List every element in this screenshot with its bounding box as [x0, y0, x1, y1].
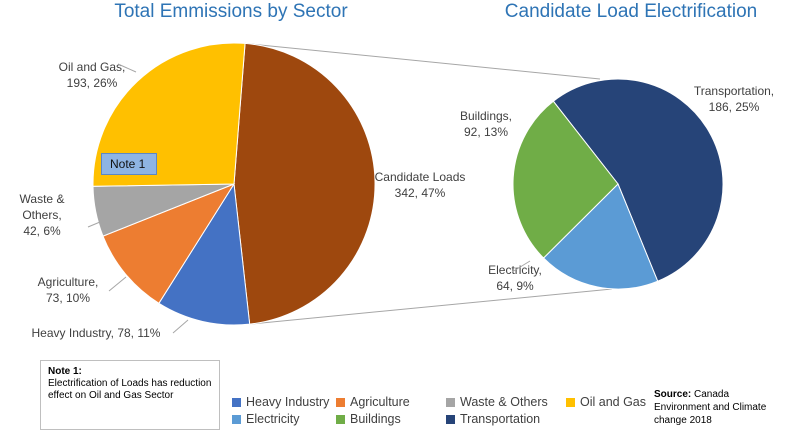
legend-label: Waste & Others	[460, 395, 548, 409]
note-title: Note 1:	[48, 366, 82, 377]
label-leader-line	[117, 63, 137, 73]
pie-connector-lines	[245, 42, 613, 325]
total-emissions-label-line: Waste &	[20, 192, 65, 206]
candidate-load-slice-buildings	[512, 100, 619, 259]
legend-item-agriculture: Agriculture	[336, 395, 446, 409]
legend-swatch	[566, 397, 575, 407]
total-emissions-label-waste-and-others: Waste & Others, 42, 6%	[20, 192, 65, 238]
total-emissions-label-line: Heavy Industry, 78, 11%	[32, 326, 161, 340]
total-emissions-label-oil-and-gas: Oil and Gas, 193, 26%	[59, 60, 126, 90]
legend-swatch	[446, 414, 455, 424]
pie-total-emissions-labels: Candidate Loads 342, 47% Heavy Industry, 7…	[20, 60, 466, 340]
total-emissions-label-line: 42, 6%	[23, 224, 61, 238]
total-emissions-label-heavy-industry: Heavy Industry, 78, 11%	[32, 326, 161, 340]
legend-item-waste-and-others: Waste & Others	[446, 395, 566, 409]
legend-swatch	[336, 414, 345, 424]
legend-swatch	[232, 414, 241, 424]
candidate-load-slice-transportation	[552, 78, 724, 282]
pie-candidate-load-labels: Transportation, 186, 25% Electricity,64, 9…	[460, 84, 774, 293]
candidate-load-label-line: 92, 13%	[464, 125, 508, 139]
source-text: Canada Environment and Climate change 20…	[654, 389, 767, 426]
total-emissions-label-line: 73, 10%	[46, 291, 90, 305]
connector-line-top	[245, 42, 601, 80]
label-leader-line	[511, 260, 531, 273]
pie-candidate-load	[512, 78, 724, 290]
candidate-load-label-electricity: Electricity,64, 9%	[488, 263, 542, 293]
candidate-load-label-line: 186, 25%	[709, 100, 760, 114]
candidate-load-slice-electricity	[542, 183, 659, 290]
legend-item-buildings: Buildings	[336, 412, 446, 426]
pie-total-emissions	[92, 42, 376, 326]
total-emissions-label-line: 193, 26%	[67, 76, 118, 90]
note-text: Electrification of Loads has reduction e…	[48, 378, 212, 401]
legend-label: Oil and Gas	[580, 395, 647, 409]
candidate-load-label-transportation: Transportation, 186, 25%	[694, 84, 774, 114]
legend-item-transportation: Transportation	[446, 412, 566, 426]
label-leader-lines	[87, 63, 531, 334]
total-emissions-label-line: 342, 47%	[395, 186, 446, 200]
note-1-badge: Note 1	[101, 153, 157, 175]
legend-swatch	[232, 397, 241, 407]
connector-line-bottom	[249, 288, 613, 325]
candidate-load-label-buildings: Buildings, 92, 13%	[460, 109, 512, 139]
total-emissions-slice-candidate-loads	[233, 42, 376, 325]
total-emissions-label-candidate-loads: Candidate Loads 342, 47%	[375, 170, 466, 200]
note-box: Note 1: Electrification of Loads has red…	[40, 360, 220, 430]
candidate-load-label-line: Transportation,	[694, 84, 774, 98]
total-emissions-label-line: Candidate Loads	[375, 170, 466, 184]
legend-swatch	[336, 397, 345, 407]
chart-title-total-emissions: Total Emmissions by Sector	[114, 1, 348, 22]
legend-label: Buildings	[350, 412, 401, 426]
source-note: Source: Canada Environment and Climate c…	[654, 388, 784, 427]
total-emissions-label-line: Agriculture,	[38, 275, 99, 289]
legend-label: Transportation	[460, 412, 541, 426]
candidate-load-label-line: Buildings,	[460, 109, 512, 123]
candidate-load-label-line: 64, 9%	[496, 279, 534, 293]
legend-label: Heavy Industry	[246, 395, 330, 409]
total-emissions-slice-heavy-industry	[158, 182, 251, 326]
legend-label: Agriculture	[350, 395, 410, 409]
legend-item-oil-and-gas: Oil and Gas	[566, 395, 646, 409]
legend-swatch	[446, 397, 455, 407]
legend-item-heavy-industry: Heavy Industry	[232, 395, 336, 409]
source-label: Source:	[654, 389, 692, 400]
legend-label: Electricity	[246, 412, 300, 426]
total-emissions-slice-oil-and-gas	[92, 42, 246, 187]
chart-legend: Heavy Industry Agriculture Waste & Others O…	[232, 395, 646, 426]
label-leader-line	[87, 221, 101, 228]
total-emissions-label-line: Oil and Gas,	[59, 60, 126, 74]
total-emissions-label-line: Others,	[22, 208, 61, 222]
chart-title-candidate-load: Candidate Load Electrification	[505, 1, 757, 22]
label-leader-line	[108, 276, 127, 292]
label-leader-line	[172, 319, 189, 334]
total-emissions-label-agriculture: Agriculture, 73, 10%	[38, 275, 99, 305]
total-emissions-slice-agriculture	[102, 182, 236, 305]
legend-item-electricity: Electricity	[232, 412, 336, 426]
